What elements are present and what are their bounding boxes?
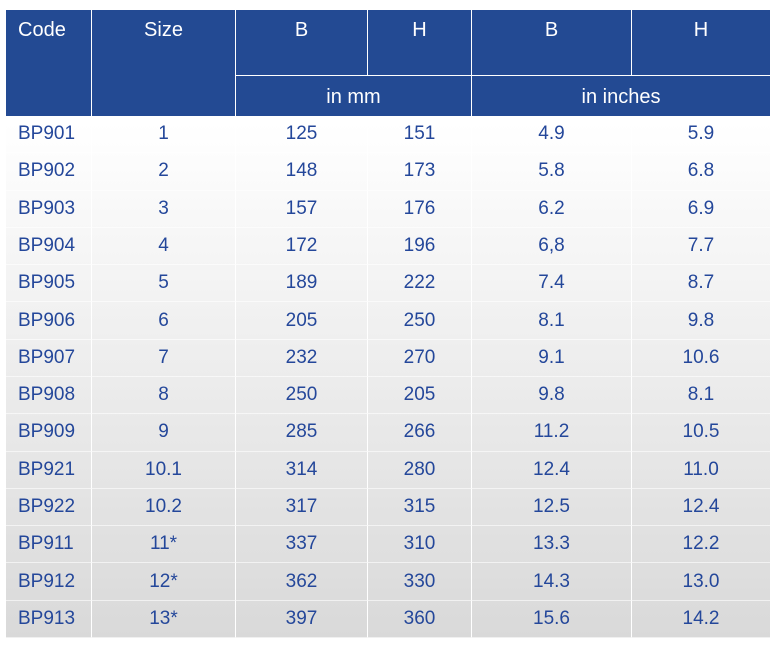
- value-cell: 250: [236, 377, 368, 415]
- column-header: Code: [6, 10, 92, 116]
- value-cell: 172: [236, 227, 368, 266]
- value-cell: 360: [368, 600, 472, 638]
- value-cell: 151: [368, 116, 472, 154]
- value-cell: 317: [236, 488, 368, 527]
- value-cell: 9.8: [472, 377, 632, 415]
- value-cell: 8: [92, 377, 236, 415]
- code-cell: BP912: [6, 563, 92, 601]
- value-cell: 6.9: [632, 191, 770, 228]
- value-cell: 232: [236, 339, 368, 377]
- value-cell: 6: [92, 302, 236, 340]
- code-cell: BP901: [6, 116, 92, 154]
- value-cell: 315: [368, 488, 472, 527]
- code-cell: BP904: [6, 227, 92, 266]
- value-cell: 10.2: [92, 488, 236, 527]
- value-cell: 9.8: [632, 302, 770, 340]
- value-cell: 189: [236, 265, 368, 303]
- value-cell: 176: [368, 190, 472, 228]
- value-cell: 5: [92, 265, 236, 303]
- value-cell: 4.9: [472, 116, 632, 154]
- value-cell: 8.1: [472, 302, 632, 340]
- value-cell: 280: [368, 451, 472, 489]
- value-cell: 11*: [92, 526, 236, 564]
- value-cell: 13.3: [472, 526, 632, 564]
- value-cell: 2: [92, 153, 236, 191]
- value-cell: 7.7: [632, 228, 770, 266]
- value-cell: 10.1: [92, 451, 236, 489]
- code-cell: BP906: [6, 302, 92, 340]
- value-cell: 310: [368, 526, 472, 564]
- code-cell: BP905: [6, 265, 92, 303]
- column-header: Size: [92, 10, 236, 116]
- value-cell: 9: [92, 414, 236, 452]
- value-cell: 6.2: [472, 190, 632, 228]
- column-header: H: [632, 10, 770, 75]
- value-cell: 6,8: [472, 227, 632, 266]
- value-cell: 10.5: [632, 414, 770, 452]
- value-cell: 12.4: [632, 489, 770, 527]
- value-cell: 362: [236, 563, 368, 601]
- column-header: B: [236, 10, 368, 75]
- value-cell: 12*: [92, 563, 236, 601]
- value-cell: 337: [236, 526, 368, 564]
- value-cell: 266: [368, 414, 472, 452]
- code-cell: BP907: [6, 339, 92, 377]
- column-header: B: [472, 10, 632, 75]
- value-cell: 10.6: [632, 340, 770, 377]
- value-cell: 13*: [92, 600, 236, 638]
- value-cell: 397: [236, 600, 368, 638]
- value-cell: 12.5: [472, 488, 632, 527]
- unit-header: in mm: [236, 75, 472, 116]
- code-cell: BP903: [6, 190, 92, 228]
- value-cell: 1: [92, 116, 236, 154]
- code-cell: BP913: [6, 600, 92, 638]
- value-cell: 196: [368, 227, 472, 266]
- value-cell: 8.7: [632, 265, 770, 303]
- value-cell: 6.8: [632, 153, 770, 191]
- value-cell: 8.1: [632, 377, 770, 415]
- value-cell: 14.3: [472, 563, 632, 601]
- value-cell: 7.4: [472, 265, 632, 303]
- code-cell: BP921: [6, 451, 92, 489]
- unit-header: in inches: [472, 75, 770, 116]
- value-cell: 14.2: [632, 601, 770, 638]
- value-cell: 9.1: [472, 339, 632, 377]
- value-cell: 7: [92, 339, 236, 377]
- value-cell: 314: [236, 451, 368, 489]
- value-cell: 330: [368, 563, 472, 601]
- value-cell: 205: [368, 377, 472, 415]
- value-cell: 5.9: [632, 116, 770, 154]
- value-cell: 12.4: [472, 451, 632, 489]
- value-cell: 250: [368, 302, 472, 340]
- value-cell: 12.2: [632, 526, 770, 564]
- code-cell: BP909: [6, 414, 92, 452]
- value-cell: 11.2: [472, 414, 632, 452]
- value-cell: 13.0: [632, 563, 770, 601]
- code-cell: BP922: [6, 488, 92, 527]
- value-cell: 173: [368, 153, 472, 191]
- value-cell: 148: [236, 153, 368, 191]
- value-cell: 3: [92, 190, 236, 228]
- value-cell: 11.0: [632, 452, 770, 489]
- value-cell: 15.6: [472, 600, 632, 638]
- value-cell: 205: [236, 302, 368, 340]
- value-cell: 125: [236, 116, 368, 154]
- value-cell: 5.8: [472, 153, 632, 191]
- code-cell: BP911: [6, 526, 92, 564]
- value-cell: 285: [236, 414, 368, 452]
- value-cell: 222: [368, 265, 472, 303]
- column-header: H: [368, 10, 472, 75]
- code-cell: BP908: [6, 377, 92, 415]
- value-cell: 4: [92, 227, 236, 266]
- value-cell: 157: [236, 190, 368, 228]
- value-cell: 270: [368, 339, 472, 377]
- code-cell: BP902: [6, 153, 92, 191]
